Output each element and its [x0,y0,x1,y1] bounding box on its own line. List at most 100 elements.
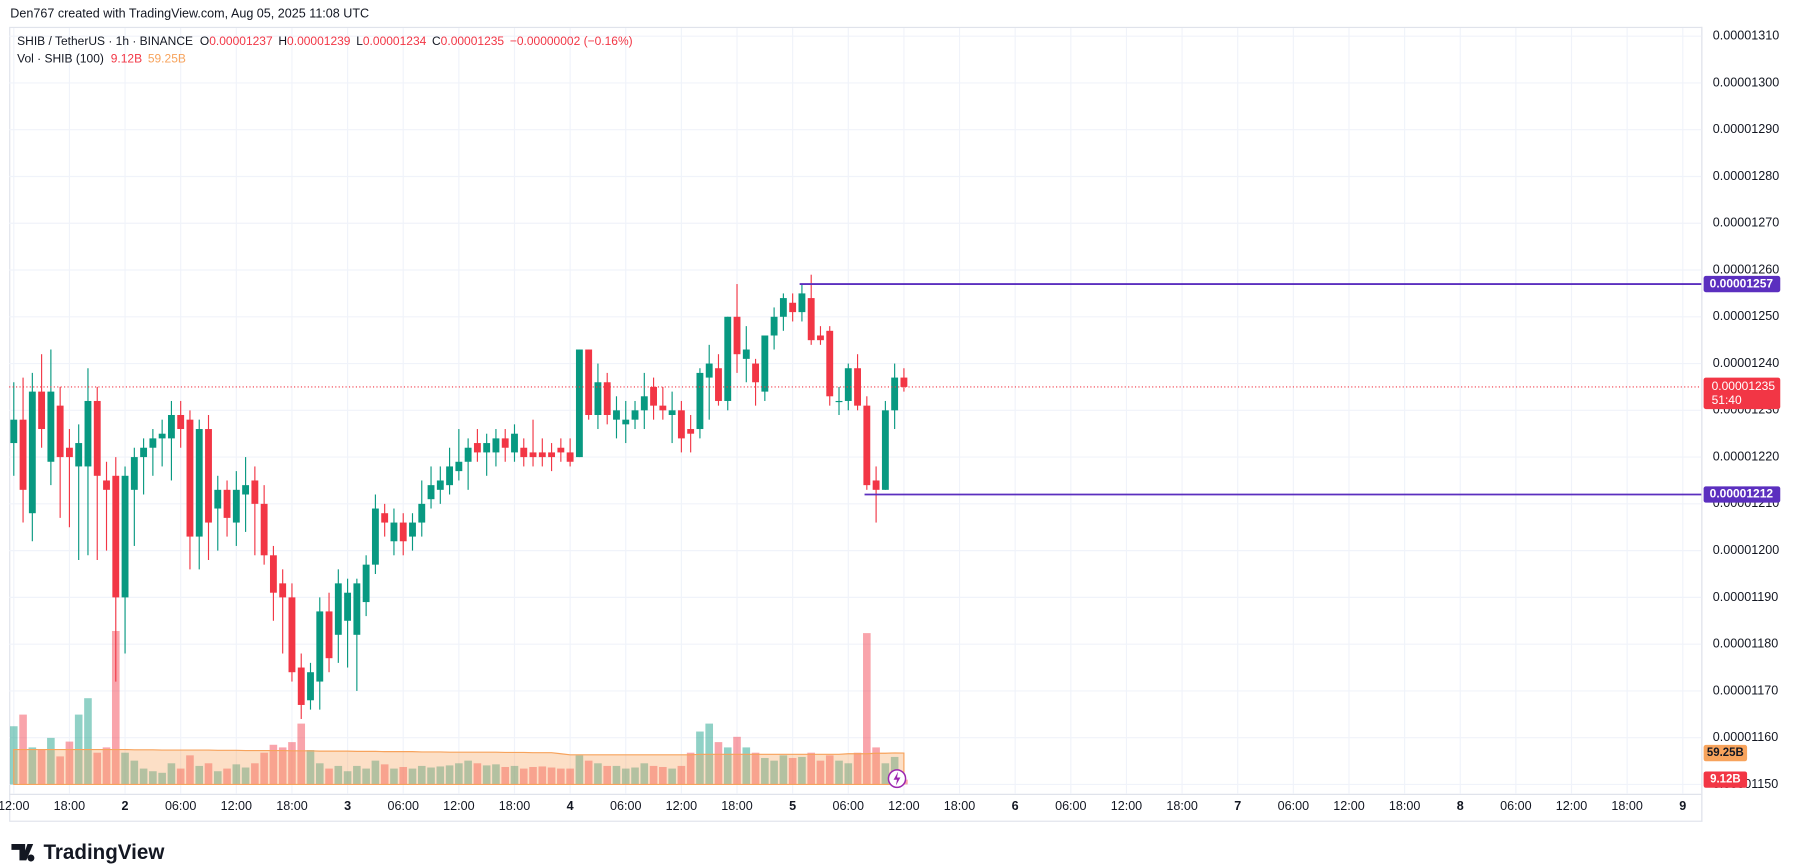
y-tick-label: 0.00001290 [1713,121,1779,136]
y-tick-label: 0.00001250 [1713,308,1779,323]
candle-body [344,592,352,621]
volume-bar [761,757,769,785]
volume-bar [111,630,120,785]
candle-body [371,508,379,565]
volume-bar [501,766,510,785]
candle-body [205,429,212,523]
x-tick-label: 06:00 [833,798,864,813]
volume-bar [84,698,92,785]
volume-bar [223,768,231,785]
candle-body [28,391,36,514]
volume-bar [427,767,435,785]
candle-body [872,480,880,490]
candle-body [826,330,834,397]
candle-body [631,410,639,420]
candle-body [446,466,454,486]
volume-bar [315,763,324,785]
candle-body [297,667,305,705]
volume-bar [167,763,176,785]
countdown-label: 51:40 [1712,393,1742,407]
candle-body [761,335,769,392]
x-tick-label: 8 [1457,798,1464,813]
candle-body [418,503,426,523]
ohlc-value: 0.00001235 [441,34,505,48]
volume-bar [93,752,102,785]
volume-bar [519,768,528,785]
y-tick-label: 0.00001310 [1713,27,1779,42]
candle-body [84,400,92,467]
x-tick-label: 06:00 [165,798,196,813]
x-tick-label: 12:00 [888,798,919,813]
volume-bar [251,763,259,785]
volume-legend: Vol · SHIB (100) 9.12B 59.25B [17,52,186,66]
volume-bar [380,764,389,785]
candle-body [548,452,556,458]
volume-tag [1703,744,1748,762]
volume-bar [742,747,751,785]
volume-bar [631,767,639,785]
candle-body [677,410,685,439]
x-tick-label: 12:00 [1333,798,1364,813]
x-tick-label: 12:00 [443,798,474,813]
x-tick-label: 3 [344,798,351,813]
volume-bar [417,765,426,785]
icon-bolt [893,771,901,786]
y-tick-label: 0.00001200 [1713,542,1779,557]
candle-body [891,377,899,411]
candle-body [307,672,314,701]
candle-body [19,419,27,490]
volume-bar [390,768,398,785]
candle-body [65,447,73,458]
volume-bar [56,756,64,785]
x-tick-label: 18:00 [499,798,530,813]
candle-body [501,438,509,448]
candle-body [789,302,797,313]
candle-body [186,419,194,537]
candle-body [214,489,222,509]
volume-bar [353,765,361,785]
volume-bar [816,760,825,785]
candle-body [195,429,203,537]
candle-body [483,443,491,453]
x-tick-label: 18:00 [944,798,975,813]
candle-body [167,414,175,439]
brand-name: TradingView [43,841,165,864]
candle-body [817,335,824,341]
volume-bar [872,747,880,785]
ohlc-value: 0.00001239 [287,34,351,48]
x-tick-label: 18:00 [1166,798,1197,813]
volume-bar [723,747,732,785]
volume-bar [714,742,723,785]
candle-body [715,368,722,401]
volume-tag [1703,771,1748,788]
volume-bar [788,757,797,785]
y-tick-label: 0.00001240 [1713,355,1779,370]
candle-body [455,461,463,472]
ohlc-value: 0.00001237 [209,34,273,48]
volume-bar [260,752,268,785]
candle-body [863,405,871,486]
volume-bar [751,752,760,785]
candle-body [158,433,166,439]
volume-tag-label: 9.12B [1710,774,1741,786]
volume-ma-value: 59.25B [148,52,186,66]
alert-icon [887,769,907,789]
volume-bar [297,723,306,785]
candle-body [353,583,361,635]
volume-bar [473,763,482,785]
volume-bar [306,750,315,785]
candle-body [687,429,695,434]
volume-bar [779,755,788,785]
volume-bar [130,760,139,785]
ohlc-value: 0.00001234 [363,34,427,48]
ohlc-key: L [356,34,363,48]
x-tick-label: 06:00 [1278,798,1309,813]
x-tick-label: 9 [1679,798,1686,813]
volume-bar [825,755,834,785]
volume-bar [492,764,500,785]
y-tick-label: 0.00001160 [1713,729,1779,744]
candle-body [464,447,472,462]
candle-body [650,386,658,406]
volume-bar [482,765,491,785]
candle-body [798,293,806,313]
